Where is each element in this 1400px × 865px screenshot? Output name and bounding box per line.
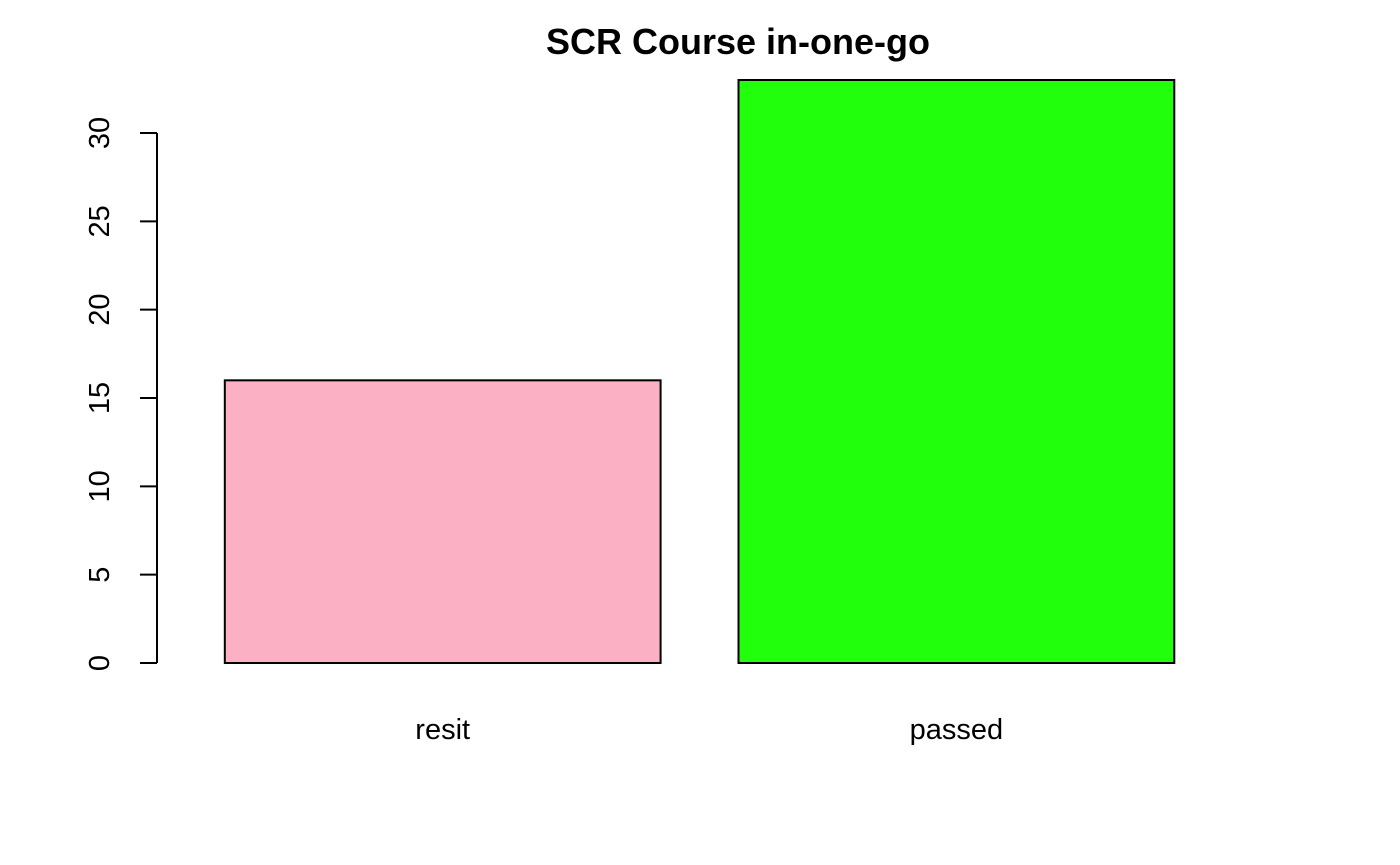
bars [223,79,1176,664]
x-tick-label-resit: resit [415,714,470,746]
y-tick-label: 30 [84,117,116,149]
x-axis-labels: resit passed [415,714,1003,746]
x-tick-label-passed: passed [910,714,1004,746]
y-tick-label: 15 [84,382,116,414]
y-tick-label: 5 [84,567,116,583]
bar-passed [737,79,1176,664]
y-tick-label: 0 [84,655,116,671]
y-tick-label: 20 [84,294,116,326]
chart-title: SCR Course in-one-go [546,21,930,62]
y-tick-label: 25 [84,205,116,237]
y-axis: 0 5 10 15 20 25 30 [84,117,158,671]
bar-resit [223,379,662,664]
y-tick-label: 10 [84,470,116,502]
